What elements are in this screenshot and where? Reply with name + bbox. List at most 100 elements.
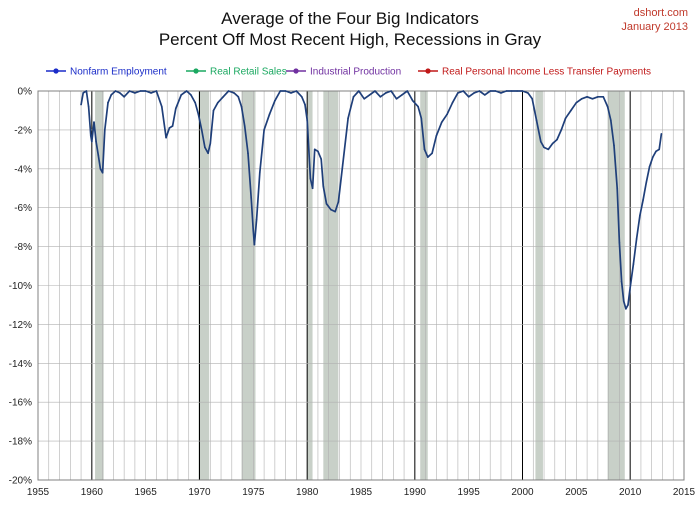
data-point [85, 90, 88, 92]
data-point [252, 230, 255, 232]
plot-border [37, 90, 685, 481]
data-point [237, 96, 240, 98]
data-point [175, 107, 177, 110]
data-point [613, 144, 615, 147]
data-point [379, 96, 382, 98]
data-point [411, 99, 414, 102]
data-point [123, 96, 125, 98]
data-point [435, 134, 438, 137]
data-point [290, 92, 292, 94]
data-point [597, 96, 599, 98]
data-point [313, 148, 316, 151]
data-point [606, 105, 609, 108]
data-point [616, 187, 619, 190]
data-point [197, 113, 200, 116]
data-point [618, 241, 621, 244]
data-point [363, 97, 366, 100]
data-point [390, 90, 392, 92]
data-point [602, 96, 605, 98]
data-point [591, 97, 594, 100]
x-tick-label: 1990 [404, 487, 427, 498]
data-point [304, 103, 306, 106]
data-point [341, 164, 344, 166]
data-point [110, 94, 113, 96]
data-point [401, 94, 403, 96]
data-point [103, 129, 106, 131]
legend-marker [193, 68, 199, 74]
data-point [625, 308, 627, 310]
data-point [406, 90, 409, 92]
data-point [337, 201, 340, 203]
data-point [233, 92, 235, 94]
data-point [150, 92, 152, 94]
data-point [478, 90, 481, 92]
x-tick-label: 2005 [565, 487, 588, 498]
legend-label: Real Personal Income Less Transfer Payme… [442, 67, 651, 78]
series-line [80, 90, 663, 310]
data-point [347, 117, 349, 120]
data-point [531, 97, 533, 100]
data-point [560, 129, 563, 131]
x-tick-label: 2000 [511, 487, 534, 498]
data-point [622, 300, 625, 302]
data-point [420, 117, 423, 120]
data-point [128, 90, 131, 92]
data-point [258, 171, 261, 174]
data-point [89, 134, 92, 137]
data-point [527, 92, 529, 94]
data-point [82, 92, 85, 94]
data-point [627, 304, 629, 306]
data-point [200, 129, 203, 131]
title-line-2: Percent Off Most Recent High, Recessions… [158, 30, 542, 49]
data-point [564, 117, 567, 120]
data-point [374, 90, 376, 92]
legend-marker [425, 68, 431, 74]
data-point [300, 96, 303, 98]
x-tick-label: 1980 [296, 487, 319, 498]
data-point [207, 152, 209, 155]
data-point [253, 243, 256, 246]
data-point [368, 94, 371, 96]
data-point [180, 94, 182, 96]
data-point [325, 203, 328, 205]
data-point [204, 146, 206, 149]
data-point [431, 152, 433, 155]
data-point [330, 208, 332, 211]
data-point [306, 119, 308, 121]
data-point [440, 121, 443, 123]
data-point [473, 92, 475, 94]
data-point [311, 187, 314, 190]
data-point [543, 146, 545, 149]
title-line-1: Average of the Four Big Indicators [221, 9, 479, 28]
data-point [423, 148, 426, 151]
data-point [620, 280, 623, 283]
data-point [263, 129, 265, 131]
data-point [255, 218, 258, 221]
data-point [358, 90, 360, 92]
data-point [107, 101, 109, 104]
legend-label: Industrial Production [310, 67, 401, 78]
data-point [334, 210, 336, 213]
source-date: January 2013 [621, 21, 688, 33]
data-point [500, 92, 502, 94]
data-point [648, 166, 651, 168]
data-point [462, 90, 465, 92]
data-point [194, 101, 196, 104]
data-point [352, 96, 355, 98]
data-point [484, 94, 486, 96]
data-point [240, 105, 243, 108]
legend: Nonfarm Employment Real Retail Sales Indus… [46, 67, 651, 78]
data-point [217, 101, 219, 104]
data-point [190, 94, 192, 96]
data-point [250, 197, 252, 199]
legend-marker [53, 68, 59, 74]
data-point [144, 90, 147, 92]
data-point [660, 132, 663, 135]
data-point [505, 90, 508, 92]
y-tick-label: -2% [14, 125, 32, 136]
data-point [279, 90, 282, 92]
data-point [165, 136, 167, 139]
data-point [168, 127, 171, 129]
data-point [426, 156, 429, 158]
